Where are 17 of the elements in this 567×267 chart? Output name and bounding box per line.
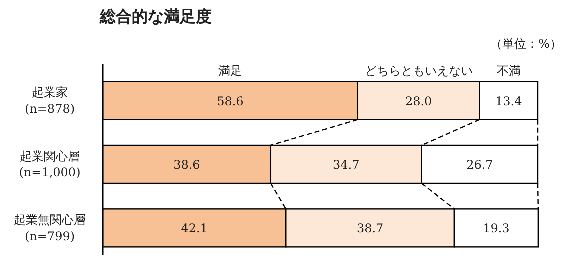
series-label: 満足: [218, 64, 242, 78]
y-tick-label: 起業関心層 (n=1,000): [19, 149, 81, 180]
data-label: 26.7: [466, 158, 494, 172]
y-tick-label: 起業家 (n=878): [24, 86, 76, 116]
data-label: 34.7: [333, 158, 360, 172]
data-label: 19.3: [483, 222, 510, 236]
series-label: どちらともいえない: [364, 64, 473, 78]
data-label: 28.0: [405, 94, 432, 108]
text: （単位：%）: [490, 37, 562, 51]
data-label: 13.4: [495, 94, 523, 108]
data-label: 42.1: [181, 222, 208, 236]
chart-title: 総合的な満足度: [99, 7, 212, 26]
series-label: 不満: [496, 64, 521, 78]
data-label: 38.6: [174, 158, 200, 172]
data-label: 38.7: [356, 222, 384, 236]
y-tick-label: 起業無関心層 (n=799): [14, 213, 86, 244]
data-label: 58.6: [217, 94, 244, 108]
